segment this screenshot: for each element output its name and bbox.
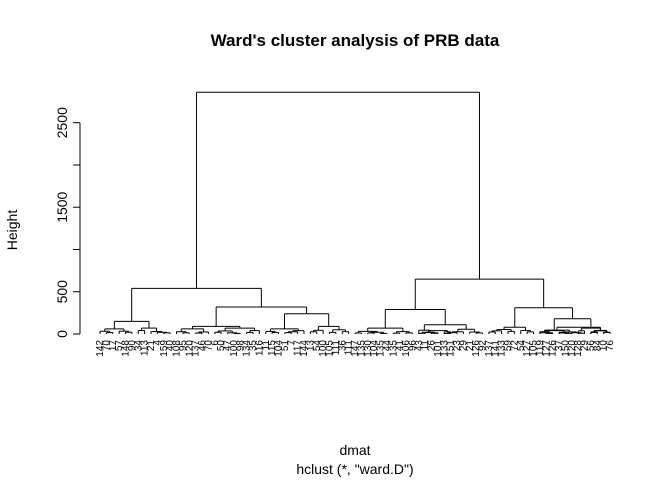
- leaf-label: 57: [114, 340, 125, 352]
- leaf-label: 127: [522, 340, 533, 357]
- leaf-label: 127: [541, 340, 552, 357]
- leaf-label: 10: [599, 340, 610, 352]
- leaf-label: 159: [159, 340, 170, 357]
- leaf-label: 120: [567, 340, 578, 357]
- y-tick-label: 0: [54, 330, 70, 338]
- leaf-label: 76: [605, 340, 616, 352]
- chart-title: Ward's cluster analysis of PRB data: [211, 31, 500, 50]
- leaf-label: 148: [121, 340, 132, 357]
- leaf-label: 26: [427, 340, 438, 352]
- leaf-label: 135: [356, 340, 367, 357]
- leaf-label: 106: [401, 340, 412, 357]
- leaf-label: 29: [458, 340, 469, 352]
- leaf-label: 128: [573, 340, 584, 357]
- y-axis: 0 500 1500 2500: [54, 107, 81, 338]
- y-tick-label: 2500: [54, 107, 70, 138]
- leaf-label: 117: [293, 340, 304, 356]
- leaf-label: 44: [382, 340, 393, 352]
- leaf-label: 35: [248, 340, 259, 352]
- leaf-label: 17: [108, 340, 119, 352]
- dendrogram-tree: [99, 91, 611, 335]
- leaf-label: 135: [388, 340, 399, 357]
- leaf-label: 105: [529, 340, 540, 357]
- leaf-label: 130: [363, 340, 374, 357]
- leaf-label: 111: [344, 340, 355, 356]
- leaf-label: 98: [235, 340, 246, 352]
- leaf-label: 95: [178, 340, 189, 352]
- leaf-label: 115: [267, 340, 278, 356]
- leaf-label: 56: [586, 340, 597, 352]
- leaf-labels: 1427017571489034113214159401089512013746…: [95, 340, 616, 357]
- subtitle: hclust (*, "ward.D"): [296, 461, 413, 477]
- leaf-label: 59: [503, 340, 514, 352]
- leaf-label: 141: [490, 340, 501, 357]
- leaf-label: 119: [535, 340, 546, 356]
- leaf-label: 137: [484, 340, 495, 357]
- leaf-label: 21: [146, 340, 157, 352]
- leaf-label: 70: [203, 340, 214, 352]
- leaf-label: 100: [229, 340, 240, 357]
- leaf-label: 11: [420, 340, 431, 351]
- leaf-label: 126: [548, 340, 559, 357]
- leaf-label: 36: [337, 340, 348, 352]
- leaf-label: 90: [127, 340, 138, 352]
- leaf-label: 113: [140, 340, 151, 356]
- leaf-label: 43: [414, 340, 425, 352]
- leaf-label: 105: [325, 340, 336, 357]
- leaf-label: 37: [554, 340, 565, 352]
- leaf-label: 47: [223, 340, 234, 352]
- leaf-label: 11: [261, 340, 272, 351]
- leaf-label: 54: [312, 340, 323, 352]
- leaf-label: 50: [216, 340, 227, 352]
- y-axis-label: Height: [4, 210, 20, 251]
- leaf-label: 6: [210, 340, 221, 346]
- leaf-label: 142: [95, 340, 106, 357]
- leaf-label: 72: [509, 340, 520, 352]
- leaf-label: 21: [465, 340, 476, 352]
- x-axis-label: dmat: [339, 442, 370, 458]
- leaf-label: 101: [433, 340, 444, 357]
- leaf-label: 104: [274, 340, 285, 357]
- leaf-label: 135: [376, 340, 387, 357]
- leaf-label: 104: [369, 340, 380, 357]
- leaf-label: 116: [254, 340, 265, 356]
- leaf-label: 151: [446, 340, 457, 357]
- leaf-label: 134: [242, 340, 253, 357]
- leaf-label: 120: [184, 340, 195, 357]
- leaf-label: 126: [471, 340, 482, 357]
- leaf-label: 4: [152, 340, 163, 346]
- leaf-label: 84: [592, 340, 603, 352]
- leaf-label: 133: [497, 340, 508, 357]
- leaf-label: 13: [305, 340, 316, 352]
- leaf-label: 46: [197, 340, 208, 352]
- leaf-label: 70: [101, 340, 112, 352]
- leaf-label: 29: [580, 340, 591, 352]
- leaf-label: 7: [286, 340, 297, 346]
- leaf-label: 34: [133, 340, 144, 352]
- leaf-label: 54: [516, 340, 527, 352]
- leaf-label: 133: [439, 340, 450, 357]
- leaf-label: 144: [299, 340, 310, 357]
- leaf-label: 40: [165, 340, 176, 352]
- y-tick-label: 500: [54, 280, 70, 304]
- leaf-label: 96: [407, 340, 418, 352]
- leaf-label: 92: [478, 340, 489, 352]
- leaf-label: 150: [560, 340, 571, 357]
- leaf-label: 23: [452, 340, 463, 352]
- leaf-label: 108: [172, 340, 183, 357]
- leaf-label: 41: [395, 340, 406, 352]
- leaf-label: 137: [191, 340, 202, 357]
- leaf-label: 111: [331, 340, 342, 356]
- leaf-label: 147: [350, 340, 361, 357]
- leaf-label: 100: [318, 340, 329, 357]
- y-tick-label: 1500: [54, 191, 70, 222]
- leaf-label: 51: [280, 340, 291, 352]
